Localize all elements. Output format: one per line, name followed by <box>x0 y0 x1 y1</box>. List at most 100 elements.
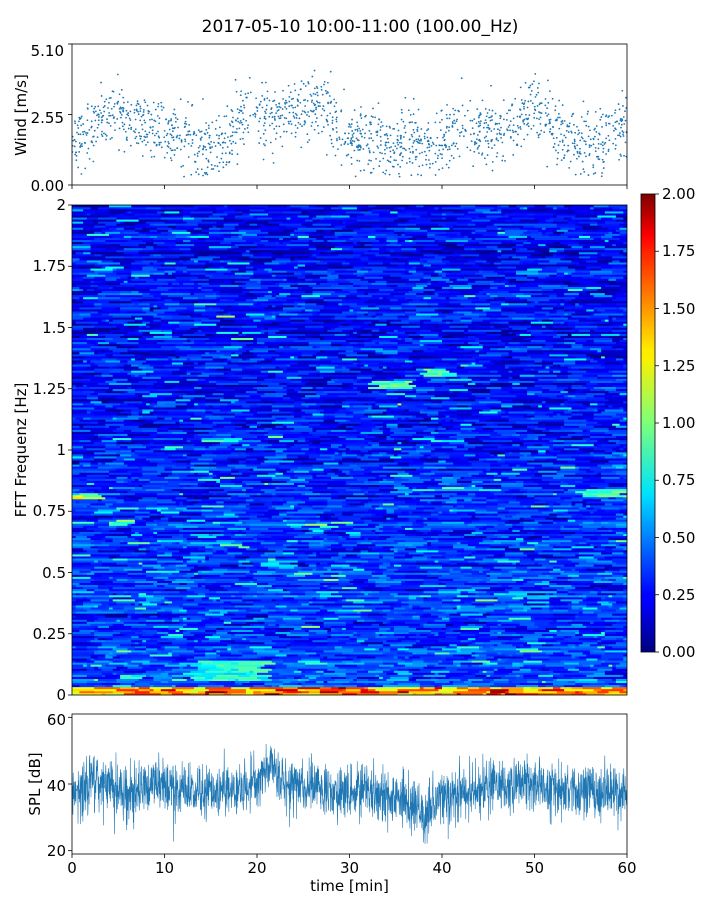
spectrogram-cell <box>504 594 517 598</box>
wind-point <box>93 129 96 132</box>
wind-point <box>344 132 346 135</box>
wind-point <box>376 134 379 137</box>
wind-point <box>301 110 304 112</box>
wind-point <box>103 100 106 103</box>
spectrogram-cell <box>134 537 143 541</box>
spectrogram-cell <box>382 588 406 592</box>
spectrogram-cell <box>479 594 502 598</box>
spectrogram-cell <box>523 578 532 581</box>
spectrogram-cell <box>253 580 276 584</box>
wind-point <box>241 99 244 102</box>
wind-point <box>208 136 211 139</box>
spectrogram-cell <box>593 576 606 579</box>
wind-point <box>534 109 537 112</box>
spectrogram-cell <box>445 635 458 639</box>
spectrogram-cell <box>164 664 187 667</box>
spectrogram-cell <box>464 656 476 659</box>
spectrogram-cell <box>131 660 150 663</box>
spectrogram-cell <box>382 568 387 571</box>
wind-point <box>274 91 276 93</box>
spectrogram-cell <box>183 625 206 628</box>
spectrogram-cell <box>356 637 369 641</box>
spectrogram-cell <box>390 562 398 565</box>
spectrogram-cell <box>282 552 295 555</box>
spectrogram-cell <box>249 556 269 559</box>
spectrogram-cell <box>460 613 483 616</box>
spectrogram-cell <box>168 631 184 635</box>
wind-point <box>555 149 557 152</box>
wind-point <box>157 135 160 138</box>
spectrogram-cell <box>416 566 421 569</box>
wind-point <box>486 154 489 156</box>
spectrogram-cell <box>582 592 598 596</box>
spectrogram-cell <box>234 594 243 598</box>
spectrogram-cell <box>556 588 569 592</box>
wind-point <box>322 126 325 128</box>
spectrogram-cell <box>94 601 117 604</box>
spectrogram-cell <box>460 664 469 667</box>
wind-point <box>121 125 124 128</box>
spectrogram-cell <box>164 619 173 622</box>
spectrogram-cell <box>294 558 306 561</box>
spectrogram-cell <box>153 678 162 682</box>
spectrogram-cell <box>138 592 147 596</box>
spectrogram-cell <box>105 615 128 618</box>
wind-point <box>207 124 210 127</box>
spectrogram-cell <box>257 570 276 573</box>
spectrogram-cell <box>356 692 380 695</box>
spectrogram-cell <box>338 599 343 602</box>
spectrogram-cell <box>564 666 576 669</box>
spectrogram-cell <box>345 599 365 602</box>
spectrogram-cell <box>386 652 398 655</box>
spectrogram-cell <box>72 664 84 667</box>
wind-point <box>490 130 493 132</box>
wind-point <box>151 129 154 132</box>
spectrogram-cell <box>390 564 395 567</box>
spectrogram-cell <box>72 543 95 547</box>
spectrogram-cell <box>393 539 406 543</box>
wind-point <box>583 140 586 142</box>
spectrogram-cell <box>390 619 413 622</box>
wind-point <box>451 121 454 123</box>
spectrogram-cell <box>312 550 328 553</box>
wind-point <box>231 131 234 134</box>
spectrogram-cell <box>249 545 265 549</box>
spectrogram-cell <box>112 599 136 602</box>
spectrogram-cell <box>549 623 572 626</box>
wind-point <box>123 123 126 126</box>
spectrogram-cell <box>94 688 117 692</box>
wind-point <box>188 123 191 126</box>
spectrogram-cell <box>290 562 306 565</box>
spectrogram-cell <box>368 578 387 581</box>
spectrogram-cell <box>149 684 154 688</box>
wind-point <box>535 93 538 96</box>
spectrogram-cell <box>323 670 335 673</box>
wind-point <box>567 149 570 152</box>
spectrogram-cell <box>615 637 624 641</box>
spectrogram-cell <box>405 692 413 695</box>
spectrogram-cell <box>456 550 465 553</box>
spectrogram-cell <box>430 625 446 628</box>
spectrogram-cell <box>412 617 421 620</box>
spectrogram-cell <box>534 621 550 624</box>
spectrogram-cell <box>623 576 627 579</box>
spectrogram-cell <box>449 560 458 563</box>
spectrogram-cell <box>353 660 361 663</box>
wind-point <box>617 103 620 105</box>
spectrogram-cell <box>175 660 199 663</box>
spectrogram-cell <box>257 594 280 598</box>
spectrogram-cell <box>416 641 435 645</box>
spectrogram-cell <box>90 656 99 659</box>
wind-point <box>392 127 395 130</box>
spectrogram-cell <box>615 641 624 645</box>
wind-point <box>377 102 380 105</box>
spectrogram-cell <box>508 617 532 620</box>
spectrogram-cell <box>608 537 627 541</box>
wind-point <box>285 101 288 104</box>
spectrogram-cell <box>553 568 561 571</box>
wind-point <box>262 124 265 127</box>
wind-point <box>530 128 533 130</box>
spectrogram-cell <box>197 666 217 669</box>
spectrogram-cell <box>430 603 435 606</box>
spectrogram-cell <box>190 621 199 624</box>
